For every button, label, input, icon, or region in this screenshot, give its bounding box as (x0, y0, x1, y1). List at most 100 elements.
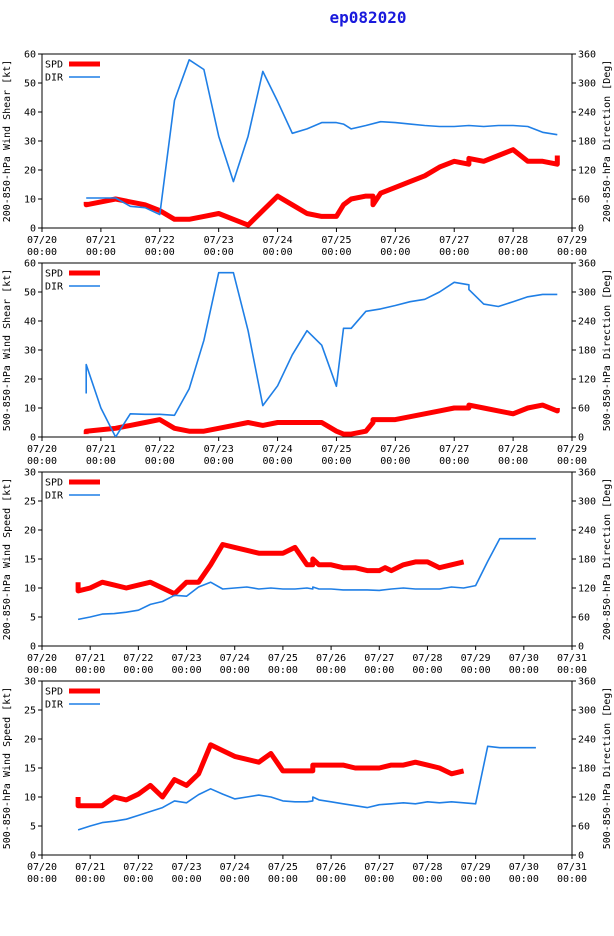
x-tick-label-date: 07/22 (145, 444, 175, 455)
y-tick-label: 50 (24, 288, 36, 299)
x-tick-label-time: 00:00 (380, 456, 410, 467)
x-tick-label-date: 07/27 (439, 235, 469, 246)
series-line-spd (83, 402, 560, 437)
y2-tick-label: 0 (578, 433, 584, 444)
chart-panel-4: 05101520253006012018024030036007/2000:00… (2, 677, 613, 886)
y2-axis-label: 500-850-hPa Direction [Deg] (602, 687, 613, 850)
x-tick-label-time: 00:00 (364, 665, 394, 676)
series-line-spd (75, 542, 465, 597)
x-tick-label-date: 07/21 (86, 235, 116, 246)
y2-tick-label: 120 (578, 166, 596, 177)
y-tick-label: 15 (24, 555, 36, 566)
x-tick-label-time: 00:00 (27, 247, 57, 258)
x-tick-label-time: 00:00 (86, 456, 116, 467)
x-tick-label-date: 07/24 (263, 444, 293, 455)
y-tick-label: 0 (30, 851, 36, 862)
legend-label-spd: SPD (45, 687, 63, 698)
y2-tick-label: 180 (578, 764, 596, 775)
x-tick-label-time: 00:00 (220, 874, 250, 885)
x-tick-label-time: 00:00 (75, 874, 105, 885)
y2-tick-label: 0 (578, 851, 584, 862)
y-axis-label: 500-850-hPa Wind Shear [kt] (2, 269, 13, 432)
y-tick-label: 25 (24, 706, 36, 717)
y2-tick-label: 240 (578, 108, 596, 119)
x-tick-label-date: 07/23 (171, 653, 201, 664)
series-line-spd (75, 742, 465, 809)
y-tick-label: 5 (30, 822, 36, 833)
x-tick-label-time: 00:00 (171, 665, 201, 676)
y-tick-label: 5 (30, 613, 36, 624)
y-tick-label: 0 (30, 224, 36, 235)
x-tick-label-date: 07/27 (364, 653, 394, 664)
x-tick-label-date: 07/23 (204, 235, 234, 246)
plot-frame (41, 680, 573, 856)
x-tick-label-time: 00:00 (268, 874, 298, 885)
x-tick-label-time: 00:00 (557, 247, 587, 258)
legend-label-spd: SPD (45, 478, 63, 489)
legend-label-dir: DIR (45, 73, 64, 84)
y-tick-label: 25 (24, 497, 36, 508)
x-tick-label-date: 07/22 (145, 235, 175, 246)
x-tick-label-date: 07/25 (321, 235, 351, 246)
x-tick-label-date: 07/20 (27, 653, 57, 664)
x-tick-label-time: 00:00 (123, 665, 153, 676)
x-tick-label-date: 07/26 (316, 653, 346, 664)
x-tick-label-date: 07/20 (27, 235, 57, 246)
x-tick-label-date: 07/22 (123, 653, 153, 664)
legend-label-spd: SPD (45, 269, 63, 280)
y-tick-label: 20 (24, 735, 36, 746)
x-tick-label-date: 07/24 (220, 862, 250, 873)
x-tick-label-date: 07/24 (263, 235, 293, 246)
x-tick-label-date: 07/25 (268, 653, 298, 664)
y2-tick-label: 120 (578, 793, 596, 804)
x-tick-label-time: 00:00 (439, 456, 469, 467)
y-tick-label: 60 (24, 50, 36, 61)
x-tick-label-date: 07/28 (498, 444, 528, 455)
x-tick-label-time: 00:00 (412, 665, 442, 676)
y-tick-label: 10 (24, 793, 36, 804)
x-tick-label-date: 07/25 (268, 862, 298, 873)
x-tick-label-time: 00:00 (557, 665, 587, 676)
y-tick-label: 60 (24, 259, 36, 270)
x-tick-label-date: 07/21 (75, 653, 105, 664)
x-tick-label-time: 00:00 (220, 665, 250, 676)
chart-panel-2: 010203040506006012018024030036007/2000:0… (2, 259, 613, 468)
series-line-spd (83, 147, 560, 228)
y-axis-label: 200-850-hPa Wind Shear [kt] (2, 60, 13, 223)
y2-axis-label: 200-850-hPa Direction [Deg] (602, 478, 613, 641)
x-tick-label-time: 00:00 (509, 874, 539, 885)
x-tick-label-date: 07/21 (86, 444, 116, 455)
x-tick-label-time: 00:00 (461, 665, 491, 676)
y-axis-label: 200-850-hPa Wind Speed [kt] (2, 478, 13, 641)
x-tick-label-date: 07/28 (412, 862, 442, 873)
plot-frame (41, 471, 573, 647)
x-tick-label-time: 00:00 (263, 456, 293, 467)
x-tick-label-date: 07/26 (380, 444, 410, 455)
x-tick-label-time: 00:00 (204, 456, 234, 467)
y-tick-label: 10 (24, 584, 36, 595)
x-tick-label-time: 00:00 (171, 874, 201, 885)
x-tick-label-date: 07/20 (27, 862, 57, 873)
x-tick-label-date: 07/29 (461, 862, 491, 873)
x-tick-label-date: 07/21 (75, 862, 105, 873)
y2-axis-label: 200-850-hPa Direction [Deg] (602, 60, 613, 223)
chart-panel-3: 05101520253006012018024030036007/2000:00… (2, 468, 613, 677)
x-tick-label-time: 00:00 (27, 456, 57, 467)
x-tick-label-date: 07/22 (123, 862, 153, 873)
x-tick-label-time: 00:00 (498, 247, 528, 258)
y2-tick-label: 240 (578, 735, 596, 746)
y-tick-label: 30 (24, 468, 36, 479)
x-tick-label-time: 00:00 (75, 665, 105, 676)
x-tick-label-time: 00:00 (268, 665, 298, 676)
y2-axis-label: 500-850-hPa Direction [Deg] (602, 269, 613, 432)
x-tick-label-time: 00:00 (27, 665, 57, 676)
y2-tick-label: 60 (578, 613, 590, 624)
y-tick-label: 30 (24, 346, 36, 357)
y2-tick-label: 180 (578, 555, 596, 566)
y2-tick-label: 300 (578, 79, 596, 90)
y-tick-label: 10 (24, 404, 36, 415)
x-tick-label-time: 00:00 (412, 874, 442, 885)
x-tick-label-time: 00:00 (461, 874, 491, 885)
x-tick-label-time: 00:00 (439, 247, 469, 258)
y-tick-label: 20 (24, 166, 36, 177)
